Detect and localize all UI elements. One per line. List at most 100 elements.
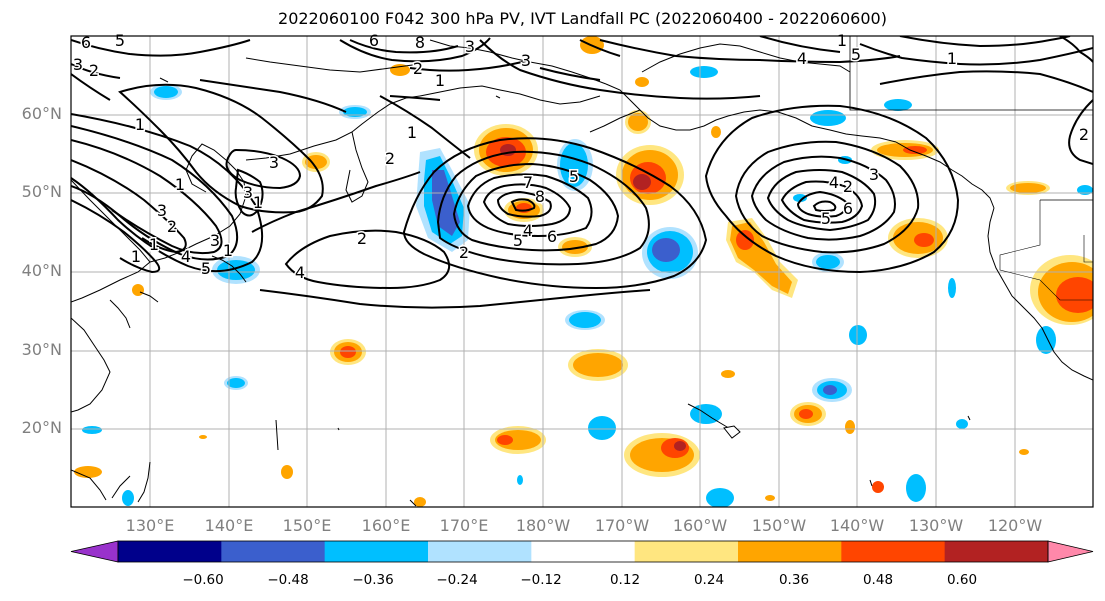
- contour-label: 2: [459, 243, 469, 262]
- lon-label-160w: 160°W: [672, 516, 728, 535]
- contour-label: 2: [357, 229, 367, 248]
- contour-label: 3: [465, 37, 475, 56]
- negative-anomaly-region: [812, 378, 852, 402]
- contour-label: 2: [843, 177, 853, 196]
- negative-anomaly-region: [224, 376, 248, 390]
- lat-label-50n: 50°N: [21, 182, 62, 201]
- contour-label: 5: [821, 209, 831, 228]
- contour-label: 6: [81, 33, 91, 52]
- contour-label: 2: [385, 149, 395, 168]
- lon-label-140w: 140°W: [829, 516, 885, 535]
- positive-anomaly-region: [74, 284, 1029, 507]
- positive-anomaly-region: [330, 339, 366, 365]
- positive-anomaly-region: [302, 152, 330, 172]
- colorbar-tick-label: −0.60: [182, 572, 224, 588]
- contour-label: 2: [167, 217, 177, 236]
- contour-label: 4: [181, 247, 191, 266]
- colorbar-segment: [634, 541, 739, 562]
- lon-label-130w: 130°W: [908, 516, 964, 535]
- colorbar-tick-label: −0.24: [436, 572, 478, 588]
- contour-label: 5: [201, 259, 211, 278]
- contour-label: 8: [535, 187, 545, 206]
- negative-anomaly-region: [150, 84, 182, 100]
- contour-label: 1: [435, 71, 445, 90]
- colorbar-segment: [324, 541, 429, 562]
- contour-label: 3: [157, 201, 167, 220]
- colorbar: [70, 540, 1094, 563]
- colorbar-tick-label: 0.48: [862, 572, 894, 588]
- colorbar-tick-label: 0.36: [778, 572, 810, 588]
- colorbar-tick-label: 0.60: [946, 572, 978, 588]
- lat-label-20n: 20°N: [21, 418, 62, 437]
- positive-anomaly-region: [790, 402, 826, 426]
- positive-anomaly-region: [726, 218, 798, 298]
- positive-anomaly-region: [490, 426, 546, 454]
- contour-label: 8: [415, 33, 425, 52]
- contour-label: 3: [73, 55, 83, 74]
- negative-anomaly-region: [565, 310, 605, 330]
- positive-anomaly-region: [721, 370, 735, 378]
- pv-contours: [71, 36, 1093, 309]
- lon-label-170e: 170°E: [439, 516, 489, 535]
- contour-label: 4: [829, 173, 839, 192]
- colorbar-tick-label: −0.48: [267, 572, 309, 588]
- contour-label: 5: [569, 167, 579, 186]
- contour-label: 3: [521, 51, 531, 70]
- contour-label: 2: [413, 59, 423, 78]
- positive-anomaly-region: [558, 237, 592, 257]
- colorbar-segment: [531, 541, 636, 562]
- colorbar-segment: [428, 541, 532, 562]
- contour-label: 2: [89, 61, 99, 80]
- colorbar-segment: [221, 541, 326, 562]
- map-border: [70, 35, 1094, 508]
- colorbar-outline: [117, 540, 1049, 563]
- colorbar-extend-high: [1047, 540, 1094, 563]
- positive-anomaly-region: [1006, 181, 1050, 195]
- positive-anomaly-region: [624, 433, 700, 477]
- contour-label: 6: [843, 199, 853, 218]
- colorbar-segment: [738, 541, 842, 562]
- contour-label: 1: [131, 247, 141, 266]
- colorbar-tick-label: −0.12: [520, 572, 562, 588]
- lon-label-180w: 180°W: [515, 516, 571, 535]
- lon-label-140e: 140°E: [204, 516, 254, 535]
- positive-anomaly-region: [625, 110, 651, 134]
- contour-label: 3: [869, 165, 879, 184]
- contour-label: 2: [1079, 125, 1089, 144]
- lon-label-130e: 130°E: [125, 516, 175, 535]
- lat-label-60n: 60°N: [21, 104, 62, 123]
- contour-label: 5: [513, 231, 523, 250]
- contour-label: 4: [523, 221, 533, 240]
- negative-anomaly-region: [793, 156, 852, 272]
- contour-label: 1: [947, 49, 957, 68]
- colorbar-segment: [118, 541, 222, 562]
- lat-label-40n: 40°N: [21, 261, 62, 280]
- colorbar-tick-label: 0.12: [609, 572, 641, 588]
- colorbar-tick-label: 0.24: [693, 572, 725, 588]
- positive-anomaly-region: [888, 218, 948, 258]
- contour-label: 1: [149, 235, 159, 254]
- contour-label: 4: [295, 263, 305, 282]
- contour-label: 7: [523, 173, 533, 192]
- positive-anomaly-region: [474, 124, 538, 176]
- lon-label-150e: 150°E: [282, 516, 332, 535]
- colorbar-segment: [944, 541, 1049, 562]
- positive-anomaly-region: [1030, 255, 1093, 325]
- contour-label: 6: [369, 31, 379, 50]
- lon-label-150w: 150°W: [751, 516, 807, 535]
- lon-label-120w: 120°W: [987, 516, 1043, 535]
- contour-label: 3: [210, 231, 220, 250]
- contour-label: 5: [115, 31, 125, 50]
- lat-label-30n: 30°N: [21, 340, 62, 359]
- contour-label: 5: [851, 45, 861, 64]
- positive-anomaly-region: [568, 349, 628, 381]
- map-title: 2022060100 F042 300 hPa PV, IVT Landfall…: [278, 9, 887, 28]
- contour-label: 3: [269, 153, 279, 172]
- colorbar-segment: [841, 541, 946, 562]
- contour-label: 6: [547, 227, 557, 246]
- contour-label: 1: [135, 115, 145, 134]
- colorbar-tick-label: −0.36: [352, 572, 394, 588]
- contour-label: 4: [797, 49, 807, 68]
